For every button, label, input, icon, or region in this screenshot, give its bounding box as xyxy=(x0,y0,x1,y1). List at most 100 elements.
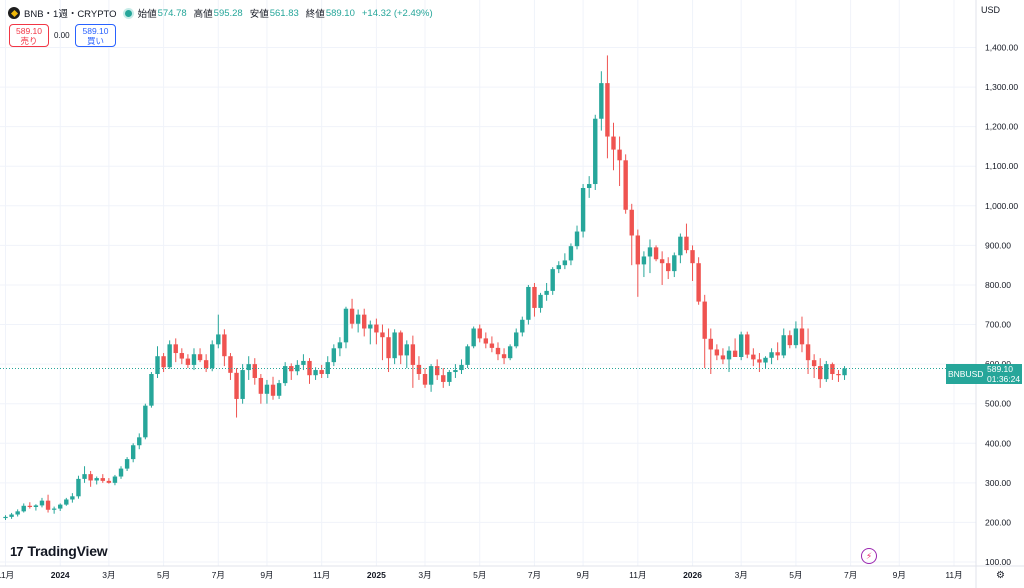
candle xyxy=(100,474,105,483)
price-tick-label: 700.00 xyxy=(985,320,1011,330)
candle-body xyxy=(234,372,239,399)
candle xyxy=(343,306,349,349)
candle xyxy=(234,368,239,418)
candle xyxy=(106,478,112,484)
price-tick-label: 400.00 xyxy=(985,438,1011,448)
candle-body xyxy=(252,364,257,378)
sell-price: 589.10 xyxy=(16,26,42,36)
candle-body xyxy=(173,344,178,354)
candle xyxy=(130,443,136,463)
candle-body xyxy=(471,328,476,347)
candle xyxy=(368,320,373,345)
candle xyxy=(617,136,622,187)
candle-body xyxy=(82,474,87,479)
candle xyxy=(39,497,45,508)
candle xyxy=(337,337,343,357)
candle xyxy=(27,502,33,509)
candle-body xyxy=(282,366,288,384)
candle xyxy=(793,321,799,349)
time-tick-label: 11月 xyxy=(629,570,646,580)
time-tick-label: 3月 xyxy=(418,570,431,580)
candle xyxy=(33,504,39,511)
currency-selector[interactable]: USD xyxy=(981,5,1001,15)
candle-body xyxy=(647,247,653,257)
candle xyxy=(477,324,482,343)
candle xyxy=(282,362,288,386)
candle xyxy=(678,233,683,264)
candle-body xyxy=(313,370,318,376)
candle xyxy=(276,379,282,399)
candle-body xyxy=(514,332,519,347)
buy-button[interactable]: 589.10 買い xyxy=(75,24,116,47)
bnb-logo-icon xyxy=(8,7,20,19)
candle xyxy=(216,314,221,349)
candle xyxy=(769,348,774,365)
candle xyxy=(714,344,720,361)
candle-body xyxy=(659,259,665,264)
candle-body xyxy=(507,346,513,359)
candle xyxy=(258,374,264,404)
candle xyxy=(556,261,561,274)
candle xyxy=(416,356,422,380)
candle xyxy=(690,245,695,282)
lightning-icon[interactable]: ⚡ xyxy=(861,548,877,564)
time-tick-label: 11月 xyxy=(0,570,14,580)
gear-icon[interactable]: ⚙ xyxy=(996,570,1005,581)
candle-body xyxy=(811,360,817,367)
candle xyxy=(51,506,57,514)
candle xyxy=(471,326,476,349)
candle xyxy=(319,364,324,378)
buy-price: 589.10 xyxy=(82,26,109,36)
candle-body xyxy=(404,344,409,356)
candle xyxy=(392,329,397,365)
candle xyxy=(313,367,318,380)
candle-body xyxy=(422,374,428,385)
close-label: 終値 xyxy=(305,9,325,20)
candle-body xyxy=(143,405,148,438)
price-tick-label: 800.00 xyxy=(985,280,1011,290)
candle xyxy=(149,372,154,408)
candle-body xyxy=(15,511,20,515)
candle xyxy=(459,359,464,375)
candle-body xyxy=(428,366,434,385)
candle xyxy=(805,328,811,375)
candle xyxy=(270,376,276,400)
candle-body xyxy=(824,364,829,380)
symbol-title[interactable]: BNB・1週・CRYPTO xyxy=(24,9,117,20)
candle-body xyxy=(337,342,343,349)
candle xyxy=(362,308,367,337)
candle-body xyxy=(568,246,574,261)
candle xyxy=(574,225,580,250)
candle xyxy=(295,360,300,376)
tradingview-logo[interactable]: 17 TradingView xyxy=(10,543,108,559)
candle xyxy=(562,253,568,270)
sell-button[interactable]: 589.10 売り xyxy=(9,24,49,47)
candle-body xyxy=(386,337,391,359)
candle-body xyxy=(799,328,805,345)
candle xyxy=(404,340,409,369)
candle xyxy=(799,316,805,353)
candle xyxy=(246,356,251,380)
spread-value: 0.00 xyxy=(54,31,70,40)
candle-body xyxy=(21,505,26,512)
candle-body xyxy=(732,350,738,357)
price-tick-label: 1,100.00 xyxy=(985,161,1018,171)
candle-body xyxy=(672,255,677,272)
open-value: 574.78 xyxy=(157,7,187,19)
candle xyxy=(137,433,142,450)
price-tick-label: 500.00 xyxy=(985,399,1011,409)
candle-body xyxy=(489,343,495,348)
last-price-symbol: BNBUSD xyxy=(948,369,984,379)
time-tick-label: 5月 xyxy=(789,570,802,580)
candle-body xyxy=(666,263,671,272)
candle-body xyxy=(556,265,561,270)
candle xyxy=(520,316,525,337)
candle xyxy=(301,354,306,371)
candle-body xyxy=(763,357,768,363)
candle xyxy=(434,359,440,380)
candle-body xyxy=(76,478,81,497)
candle xyxy=(161,353,166,373)
candle xyxy=(653,245,659,262)
close-value: 589.10 xyxy=(325,7,355,19)
